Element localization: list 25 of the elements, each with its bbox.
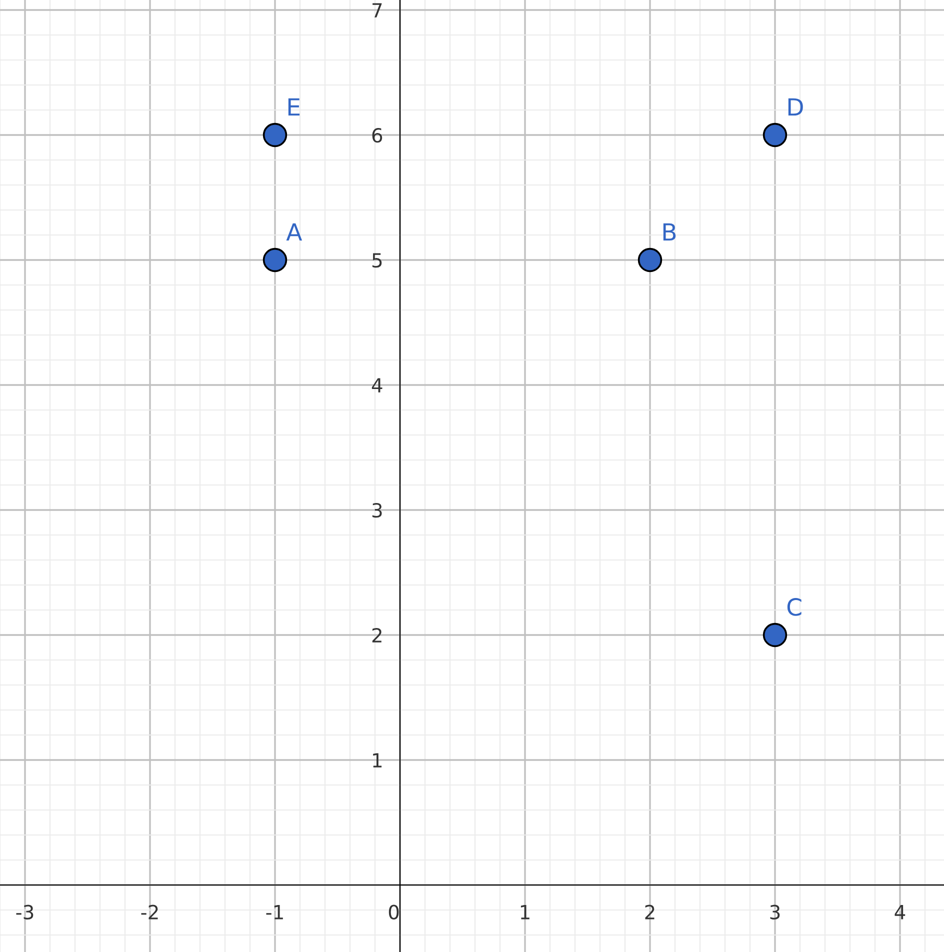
y-tick-label: 7 <box>372 3 382 18</box>
y-tick-label: 5 <box>372 253 382 268</box>
x-tick-label: 3 <box>770 904 780 920</box>
y-tick-label: 1 <box>373 753 382 768</box>
annotation: D <box>788 98 803 116</box>
x-tick-label: 0 <box>388 904 399 920</box>
x-tick-label: -1 <box>266 905 283 920</box>
annotation: B <box>663 223 676 241</box>
point <box>762 122 788 148</box>
point <box>262 248 288 272</box>
annotation: E <box>288 98 300 116</box>
annotation: A <box>286 223 302 241</box>
point <box>638 248 662 272</box>
x-tick-label: -3 <box>16 904 34 920</box>
x-tick-label: 1 <box>520 905 530 920</box>
y-tick-label: 3 <box>372 502 382 518</box>
point <box>262 122 288 148</box>
annotation: C <box>787 598 802 616</box>
x-tick-label: 4 <box>894 905 906 920</box>
y-tick-label: 6 <box>372 128 382 143</box>
x-tick-label: 2 <box>645 904 654 920</box>
y-tick-label: 2 <box>372 628 382 642</box>
point <box>762 622 788 648</box>
y-tick-label: 4 <box>372 378 382 392</box>
x-tick-label: -2 <box>141 904 158 920</box>
